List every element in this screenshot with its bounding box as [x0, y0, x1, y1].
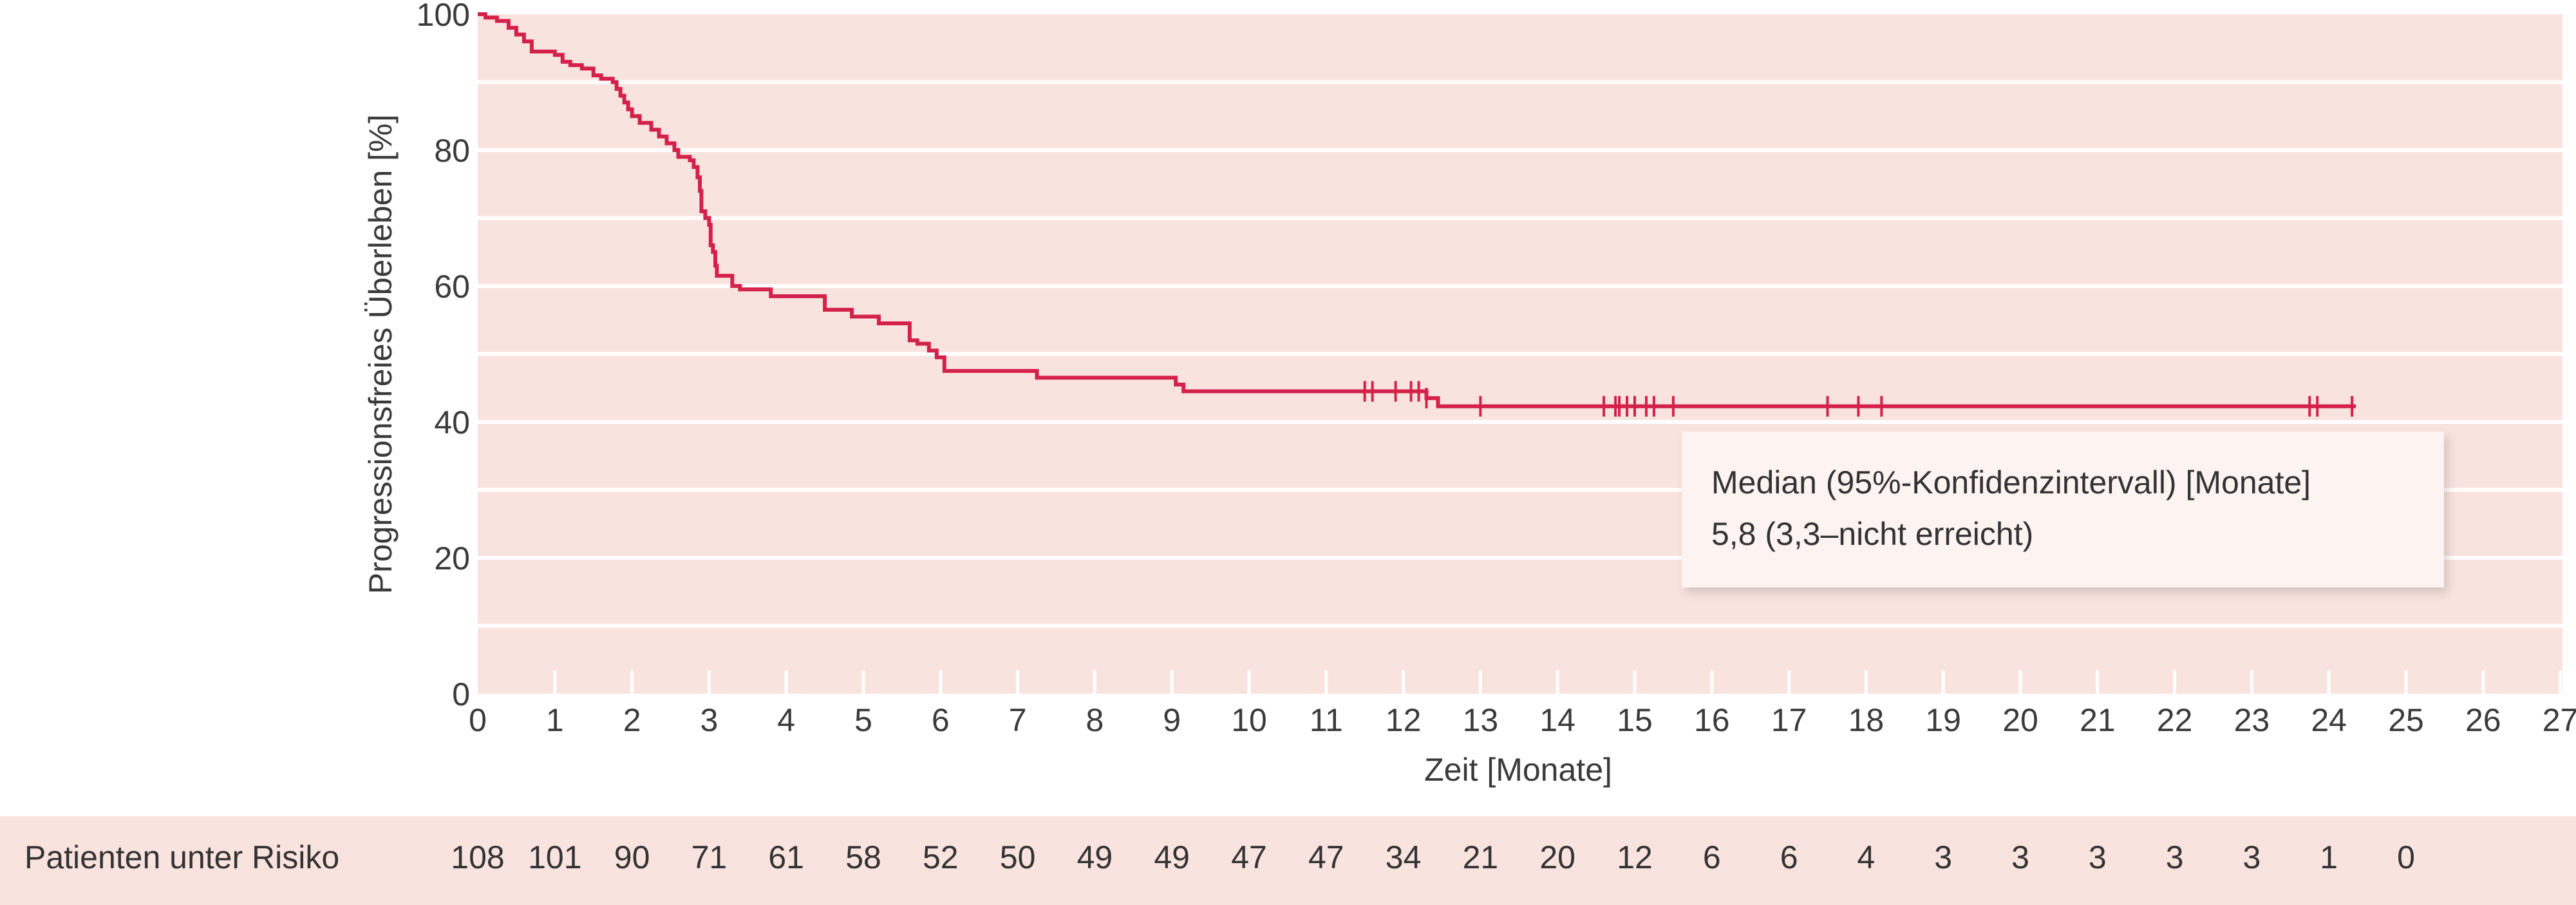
- risk-count-month-19: 3: [1934, 839, 1953, 875]
- x-tick-label-14: 14: [1539, 702, 1575, 738]
- x-tick-label-12: 12: [1386, 702, 1422, 738]
- risk-count-month-4: 61: [768, 839, 804, 875]
- x-tick-label-15: 15: [1617, 702, 1653, 738]
- risk-count-month-5: 58: [845, 839, 881, 875]
- risk-count-month-3: 71: [691, 839, 728, 875]
- x-tick-label-2: 2: [623, 702, 641, 738]
- x-tick-label-16: 16: [1694, 702, 1730, 738]
- x-tick-label-4: 4: [777, 702, 795, 738]
- survival-chart: 0 1 2 3 4 5 6 7 8 9 10 11 12 13 14 15 16 17 18 19 20 21 22 23 24…: [362, 0, 2576, 788]
- risk-count-month-15: 12: [1617, 839, 1653, 875]
- risk-count-month-7: 50: [999, 839, 1036, 875]
- x-tick-label-0: 0: [469, 702, 487, 738]
- x-tick-label-22: 22: [2157, 702, 2193, 738]
- y-tick-label-20: 20: [434, 540, 470, 576]
- risk-count-month-22: 3: [2165, 839, 2184, 875]
- median-legend-box: Median (95%-Konfidenzintervall) [Monate]…: [1682, 432, 2444, 587]
- y-tick-label-100: 100: [417, 0, 470, 33]
- legend-value: 5,8 (3,3–nicht erreicht): [1711, 516, 2034, 552]
- risk-count-month-10: 47: [1231, 839, 1267, 875]
- x-axis-tick-labels: 0 1 2 3 4 5 6 7 8 9 10 11 12 13 14 15 16 17 18 19 20 21 22 23 24…: [469, 702, 2576, 738]
- y-tick-label-40: 40: [434, 405, 470, 441]
- x-tick-label-6: 6: [932, 702, 950, 738]
- gridlines: [478, 80, 2562, 628]
- risk-count-month-23: 3: [2242, 839, 2261, 875]
- y-tick-label-80: 80: [434, 133, 470, 169]
- risk-count-month-17: 6: [1780, 839, 1798, 875]
- risk-count-month-2: 90: [614, 839, 650, 875]
- x-tick-label-3: 3: [700, 702, 718, 738]
- risk-count-month-25: 0: [2397, 839, 2415, 875]
- x-tick-label-1: 1: [546, 702, 564, 738]
- risk-count-month-20: 3: [2011, 839, 2029, 875]
- risk-count-month-18: 4: [1857, 839, 1876, 875]
- risk-count-month-21: 3: [2088, 839, 2107, 875]
- risk-count-month-13: 21: [1462, 839, 1499, 875]
- x-tick-label-9: 9: [1163, 702, 1181, 738]
- x-tick-label-11: 11: [1310, 702, 1343, 738]
- x-tick-label-18: 18: [1848, 702, 1885, 738]
- x-tick-label-24: 24: [2311, 702, 2347, 738]
- y-axis-tick-labels: 0 20 40 60 80 100: [417, 0, 470, 712]
- risk-table-label: Patienten unter Risiko: [24, 839, 340, 875]
- x-tick-label-27: 27: [2543, 702, 2576, 738]
- risk-count-month-24: 1: [2320, 839, 2338, 875]
- risk-count-month-14: 20: [1539, 839, 1575, 875]
- x-tick-label-20: 20: [2002, 702, 2038, 738]
- x-tick-label-10: 10: [1231, 702, 1267, 738]
- x-axis-ticks: [553, 671, 2562, 694]
- legend-title: Median (95%-Konfidenzintervall) [Monate]: [1711, 464, 2311, 500]
- risk-count-month-11: 47: [1308, 839, 1344, 875]
- x-tick-label-7: 7: [1009, 702, 1027, 738]
- risk-count-month-12: 34: [1385, 839, 1422, 875]
- y-axis-title: Progressionsfreies Überleben [%]: [362, 115, 399, 595]
- survival-curve-line: [478, 12, 2356, 408]
- x-axis-title: Zeit [Monate]: [1424, 752, 1612, 788]
- x-tick-label-5: 5: [854, 702, 872, 738]
- censor-marks: [1363, 381, 2354, 417]
- risk-count-month-1: 101: [528, 839, 582, 875]
- x-tick-label-13: 13: [1463, 702, 1499, 738]
- x-tick-label-17: 17: [1771, 702, 1807, 738]
- x-tick-label-21: 21: [2080, 702, 2116, 738]
- y-tick-label-0: 0: [452, 676, 470, 712]
- y-tick-label-60: 60: [434, 269, 470, 305]
- risk-count-month-0: 108: [451, 839, 505, 875]
- x-tick-label-23: 23: [2234, 702, 2270, 738]
- risk-count-month-8: 49: [1076, 839, 1113, 875]
- x-tick-label-8: 8: [1086, 702, 1104, 738]
- risk-count-month-6: 52: [922, 839, 959, 875]
- risk-table-band: [0, 816, 2576, 905]
- risk-count-month-9: 49: [1154, 839, 1190, 875]
- x-tick-label-25: 25: [2388, 702, 2424, 738]
- x-tick-label-26: 26: [2465, 702, 2501, 738]
- x-tick-label-19: 19: [1925, 702, 1961, 738]
- risk-count-month-16: 6: [1702, 839, 1721, 875]
